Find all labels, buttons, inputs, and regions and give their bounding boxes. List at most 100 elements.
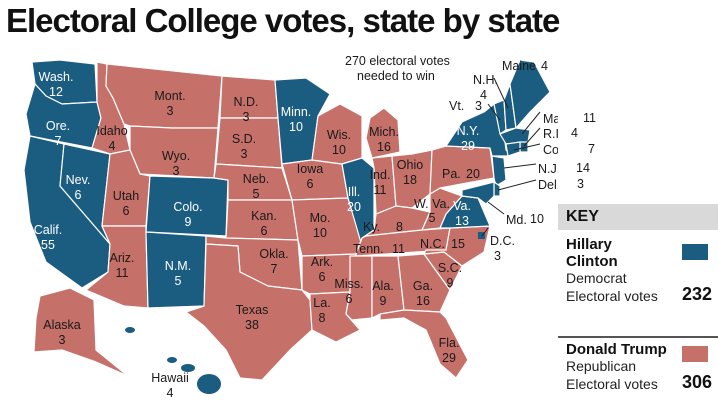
- page-title: Electoral College votes, state by state: [6, 2, 560, 39]
- label-vt-abbr: Vt.: [449, 99, 464, 113]
- label-nc-abbr: N.C.: [420, 237, 445, 251]
- label-ia-abbr: Iowa: [297, 162, 323, 176]
- label-ri-votes: 4: [571, 126, 578, 140]
- state-az: [85, 225, 149, 309]
- label-hi-votes: 4: [167, 386, 174, 400]
- label-me-votes: 4: [541, 59, 548, 73]
- key-clinton-ev-row: Electoral votes 232: [566, 285, 718, 305]
- label-dc-abbr: D.C.: [490, 234, 515, 248]
- label-ga-votes: 16: [416, 294, 430, 308]
- key-trump-swatch: [682, 346, 708, 362]
- label-mi-votes: 16: [377, 140, 391, 154]
- label-mt-abbr: Mont.: [154, 89, 185, 103]
- label-tx-abbr: Texas: [236, 303, 269, 317]
- label-va-abbr: Va.: [453, 199, 471, 213]
- label-ar-abbr: Ark.: [311, 255, 333, 269]
- label-mt-votes: 3: [167, 104, 174, 118]
- label-or-abbr: Ore.: [46, 119, 70, 133]
- label-mi-abbr: Mich.: [369, 125, 399, 139]
- state-tx: [185, 243, 313, 381]
- label-nm-votes: 5: [175, 274, 182, 288]
- label-de-votes: 3: [577, 177, 584, 191]
- leader-lines: [481, 77, 541, 237]
- label-mn-abbr: Minn.: [281, 105, 312, 119]
- label-ar-votes: 6: [319, 270, 326, 284]
- label-co-abbr: Colo.: [173, 200, 202, 214]
- label-il-votes: 20: [347, 200, 361, 214]
- label-il-abbr: Ill.: [348, 185, 361, 199]
- label-mn-votes: 10: [289, 120, 303, 134]
- label-nj-votes: 14: [576, 161, 590, 175]
- label-wy-votes: 3: [173, 164, 180, 178]
- label-nc-votes: 15: [451, 237, 465, 251]
- label-pa-votes: 20: [466, 167, 480, 181]
- label-la-abbr: La.: [313, 296, 330, 310]
- label-dc-votes: 3: [494, 249, 501, 263]
- label-ca-abbr: Calif.: [34, 223, 62, 237]
- label-mo-votes: 10: [313, 226, 327, 240]
- label-id-votes: 4: [109, 139, 116, 153]
- label-in-abbr: Ind.: [370, 168, 391, 182]
- label-id-abbr: Idaho: [96, 124, 127, 138]
- label-va-votes: 13: [455, 214, 469, 228]
- label-fl-votes: 29: [442, 351, 456, 365]
- label-oh-abbr: Ohio: [397, 158, 423, 172]
- label-ak-votes: 3: [59, 333, 66, 347]
- label-de-abbr: Del.: [538, 178, 558, 192]
- key-trump: Donald Trump Republican Electoral votes …: [558, 336, 718, 393]
- state-dc: [478, 232, 485, 239]
- label-ut-abbr: Utah: [113, 189, 139, 203]
- label-nv-votes: 6: [75, 188, 82, 202]
- key-trump-ev-label: Electoral votes: [566, 376, 658, 392]
- key-trump-total: 306: [681, 372, 712, 392]
- state-fl: [379, 309, 469, 379]
- label-ky-votes: 8: [396, 220, 403, 234]
- key-clinton-party: Democrat: [566, 270, 627, 286]
- label-ut-votes: 6: [123, 204, 130, 218]
- label-hi-abbr: Hawaii: [151, 371, 189, 385]
- label-ma-votes-html: 11: [583, 111, 596, 125]
- label-nd-votes: 3: [243, 110, 250, 124]
- label-ks-abbr: Kan.: [251, 209, 277, 223]
- label-ok-votes: 7: [271, 262, 278, 276]
- state-ct: [505, 141, 521, 157]
- label-md-abbr: Md.: [506, 213, 527, 227]
- key-clinton-name-1: Hillary: [566, 236, 612, 253]
- us-map: 270 electoral votes needed to win Wash. …: [23, 54, 558, 400]
- label-nh-votes: 4: [480, 88, 487, 102]
- label-wa-abbr: Wash.: [39, 70, 74, 84]
- label-nm-abbr: N.M.: [165, 259, 191, 273]
- label-ct-votes: 7: [588, 142, 595, 156]
- label-az-votes: 11: [116, 266, 129, 280]
- label-tn-abbr: Tenn.: [353, 242, 384, 256]
- label-ak-abbr: Alaska: [43, 318, 81, 332]
- label-al-votes: 9: [380, 294, 387, 308]
- label-tn-votes: 11: [392, 242, 405, 256]
- key-trump-name: Donald Trump: [566, 341, 667, 358]
- state-labels: Wash. 12 Ore. 7 Calif. 55 Nev. 6 Idaho 4…: [34, 59, 558, 400]
- state-ma: [499, 127, 531, 145]
- label-md-votes: 10: [530, 212, 544, 226]
- label-wv-votes: 5: [429, 211, 436, 225]
- label-wv-abbr: W. Va.: [414, 197, 450, 211]
- label-co-votes: 9: [185, 215, 192, 229]
- label-fl-abbr: Fla.: [439, 336, 460, 350]
- label-wy-abbr: Wyo.: [162, 149, 190, 163]
- label-wi-abbr: Wis.: [327, 128, 351, 142]
- label-nv-abbr: Nev.: [66, 173, 91, 187]
- label-sd-votes: 3: [241, 147, 248, 161]
- state-nc: [423, 225, 491, 267]
- note-line1: 270 electoral votes: [345, 54, 450, 68]
- label-ma-abbr: Mass.: [543, 112, 558, 126]
- state-md: [461, 181, 495, 205]
- label-pa-abbr: Pa.: [442, 167, 461, 181]
- label-sc-abbr: S.C.: [438, 261, 462, 275]
- key-trump-party: Republican: [566, 358, 637, 374]
- label-ks-votes: 6: [261, 224, 268, 238]
- label-or-votes: 7: [55, 134, 62, 148]
- state-hi: [125, 327, 221, 394]
- note-line2: needed to win: [357, 69, 435, 83]
- label-sc-votes: 9: [447, 276, 454, 290]
- label-nd-abbr: N.D.: [234, 95, 259, 109]
- label-mo-abbr: Mo.: [310, 211, 331, 225]
